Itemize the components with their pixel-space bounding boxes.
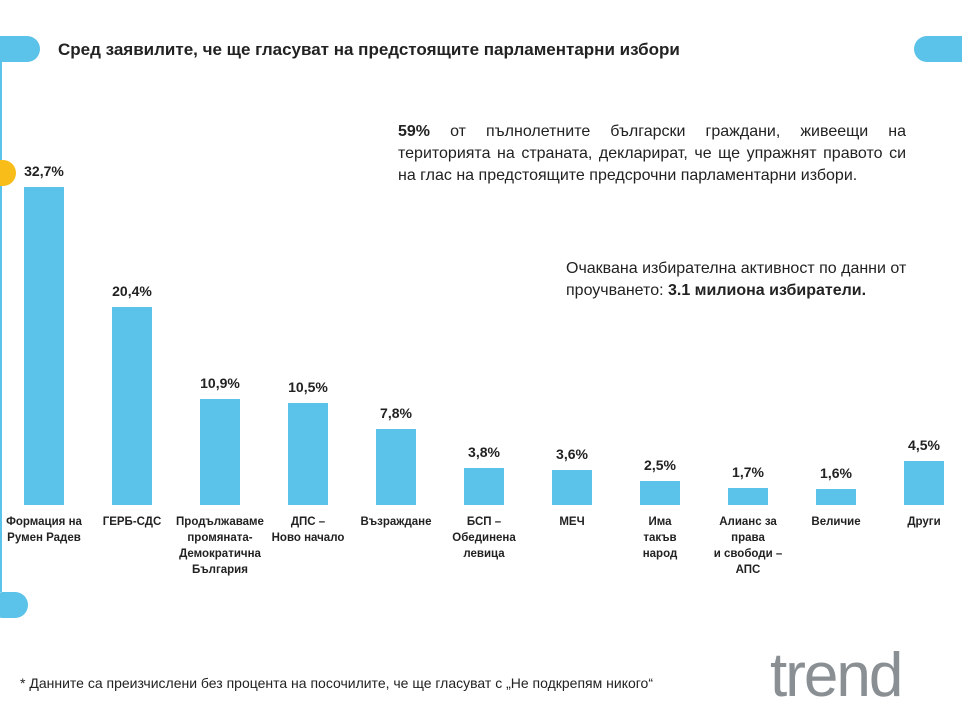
x-tick-label: МЕЧ: [559, 516, 585, 528]
bar: [376, 429, 416, 505]
bar: [904, 461, 944, 505]
x-tick-label: ДПС – Ново начало: [271, 516, 345, 544]
turnout-text: Очаквана избирателна активност по данни …: [566, 260, 907, 299]
turnout: Очаквана избирателна активност по данни …: [566, 258, 911, 302]
value-label: 2,5%: [644, 456, 676, 473]
highlight: 59%: [398, 123, 431, 140]
chart-title: Сред заявилите, че ще гласуват на предст…: [58, 40, 680, 59]
value-label: 1,6%: [820, 465, 852, 482]
value-label: 10,9%: [200, 375, 240, 392]
value-label: 3,8%: [468, 444, 500, 461]
logo: trend: [770, 641, 903, 710]
x-tick-label: Има такъв народ: [642, 516, 678, 560]
bar: [728, 488, 768, 505]
bar: [288, 402, 328, 505]
value-label: 7,8%: [380, 405, 412, 422]
bar: [464, 468, 504, 505]
value-label: 1,7%: [732, 464, 764, 481]
value-label: 20,4%: [112, 282, 152, 299]
bar: [816, 489, 856, 505]
bar: [24, 187, 64, 505]
x-tick-label: Величие: [811, 516, 861, 528]
summary: 59% от пълнолетните български граждани, …: [398, 121, 906, 187]
bar: [200, 399, 240, 505]
highlight: 3.1 милиона избиратели.: [667, 282, 867, 299]
x-tick-label: ГЕРБ-СДС: [102, 516, 162, 528]
bar: [552, 470, 592, 505]
decor: [0, 592, 28, 618]
footnote: * Данните са преизчислени без процента н…: [20, 675, 654, 691]
decor: [914, 36, 962, 62]
decor: [0, 160, 16, 186]
x-tick-label: БСП – Обединена левица: [452, 516, 516, 560]
x-tick-label: Формация на Румен Радев: [6, 516, 82, 544]
value-label: 10,5%: [288, 378, 328, 395]
bar: [640, 480, 680, 505]
x-tick-label: Други: [907, 516, 941, 528]
x-tick-label: Възраждане: [360, 516, 432, 528]
x-tick-label: Алианс за права и свободи – АПС: [713, 516, 783, 576]
bar: [112, 306, 152, 505]
value-label: 3,6%: [556, 446, 588, 462]
decor: [0, 36, 40, 62]
value-label: 32,7%: [24, 163, 64, 180]
x-tick-label: Продължаваме промяната- Демократична Бъл…: [176, 516, 264, 576]
decor: [0, 62, 2, 592]
value-label: 4,5%: [908, 437, 940, 454]
summary-text: от пълнолетните български граждани, живе…: [398, 123, 906, 184]
